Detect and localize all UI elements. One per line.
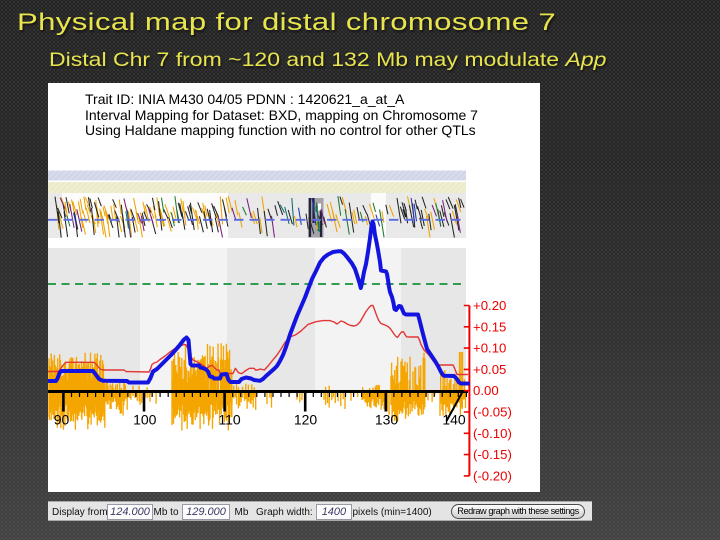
svg-text:0.00: 0.00 xyxy=(473,383,499,398)
svg-text:100: 100 xyxy=(133,411,157,427)
svg-text:+0.05: +0.05 xyxy=(473,362,506,377)
svg-text:(-0.15): (-0.15) xyxy=(473,447,512,462)
svg-text:+0.10: +0.10 xyxy=(473,341,506,356)
svg-text:90: 90 xyxy=(54,411,70,427)
svg-text:+0.15: +0.15 xyxy=(473,319,506,334)
svg-text:140: 140 xyxy=(442,411,466,427)
svg-text:+0.20: +0.20 xyxy=(473,298,506,313)
svg-text:110: 110 xyxy=(218,411,241,427)
svg-text:130: 130 xyxy=(375,411,399,427)
svg-text:(-0.10): (-0.10) xyxy=(473,426,512,441)
svg-text:(-0.20): (-0.20) xyxy=(473,468,512,483)
svg-text:(-0.05): (-0.05) xyxy=(473,405,512,420)
svg-text:120: 120 xyxy=(294,411,318,427)
